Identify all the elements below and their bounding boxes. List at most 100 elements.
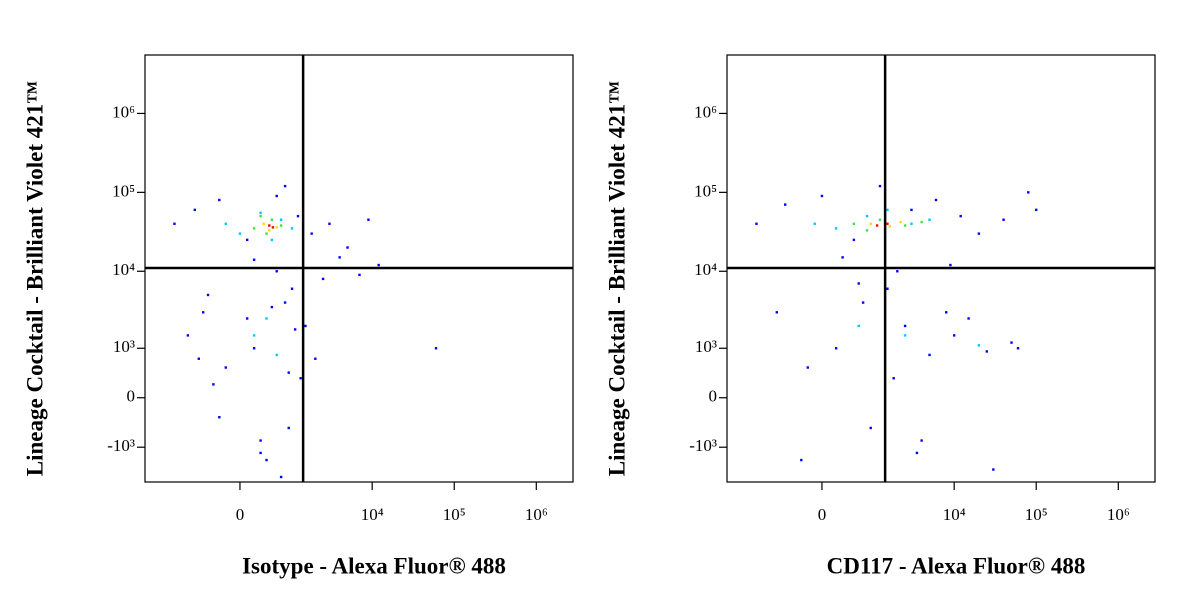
event-dot bbox=[259, 451, 262, 455]
event-dot bbox=[920, 220, 923, 224]
y-axis-title: Lineage Cocktail - Brilliant Violet 421™ bbox=[604, 81, 629, 476]
x-tick-label: 10⁶ bbox=[1107, 505, 1130, 524]
event-dot bbox=[287, 426, 290, 430]
event-dot bbox=[252, 334, 256, 337]
y-tick-label: 10⁵ bbox=[112, 181, 135, 200]
x-axis-title: Isotype - Alexa Fluor® 488 bbox=[242, 553, 506, 578]
x-axis-title: CD117 - Alexa Fluor® 488 bbox=[827, 553, 1086, 578]
event-dot bbox=[173, 222, 176, 225]
event-dot bbox=[279, 224, 283, 227]
event-dot bbox=[245, 317, 249, 320]
event-dot bbox=[259, 439, 262, 442]
event-dot bbox=[279, 475, 283, 479]
event-dot bbox=[903, 324, 907, 328]
event-dot bbox=[224, 366, 227, 369]
event-dot bbox=[328, 222, 331, 225]
event-dot bbox=[886, 287, 889, 290]
event-dot bbox=[290, 287, 294, 290]
event-dot bbox=[755, 222, 758, 225]
event-dot bbox=[920, 439, 923, 442]
event-dot bbox=[910, 222, 913, 225]
event-dot bbox=[252, 347, 256, 350]
y-tick-label: 10³ bbox=[113, 337, 135, 356]
y-tick-label: 10⁴ bbox=[694, 260, 717, 279]
event-dot bbox=[841, 256, 844, 259]
event-dot bbox=[271, 226, 275, 229]
x-tick-label: 0 bbox=[818, 505, 827, 524]
event-dot bbox=[268, 224, 271, 227]
event-dot bbox=[358, 273, 361, 277]
event-dot bbox=[265, 232, 268, 235]
x-tick-label: 10⁵ bbox=[443, 505, 466, 524]
event-dot bbox=[201, 311, 205, 314]
event-dot bbox=[945, 311, 948, 314]
event-dot bbox=[293, 328, 297, 331]
event-dot bbox=[834, 347, 838, 350]
x-tick-label: 10⁴ bbox=[361, 505, 384, 524]
event-dot bbox=[224, 222, 227, 225]
event-dot bbox=[899, 220, 902, 224]
event-dot bbox=[869, 222, 872, 225]
event-dot bbox=[892, 377, 895, 380]
event-dot bbox=[886, 222, 889, 225]
event-dot bbox=[977, 232, 981, 235]
event-dot bbox=[186, 334, 190, 337]
event-dot bbox=[852, 222, 856, 225]
event-dot bbox=[218, 416, 221, 419]
event-dot bbox=[949, 263, 952, 267]
event-dot bbox=[852, 238, 856, 242]
event-dot bbox=[985, 350, 989, 353]
event-dot bbox=[197, 357, 201, 360]
event-dot bbox=[206, 293, 210, 297]
event-dot bbox=[275, 194, 278, 198]
y-tick-label: 0 bbox=[709, 387, 718, 406]
event-dot bbox=[775, 311, 779, 314]
event-dot bbox=[304, 324, 307, 328]
event-dot bbox=[1010, 341, 1013, 344]
event-dot bbox=[915, 451, 919, 455]
event-dot bbox=[977, 344, 981, 347]
event-dot bbox=[275, 270, 278, 273]
y-tick-label: 0 bbox=[127, 387, 136, 406]
event-dot bbox=[367, 218, 370, 221]
event-dot bbox=[245, 238, 249, 242]
event-dot bbox=[270, 238, 274, 242]
event-dot bbox=[783, 203, 787, 206]
event-dot bbox=[296, 214, 300, 218]
event-dot bbox=[857, 282, 860, 285]
event-dot bbox=[270, 305, 274, 309]
event-dot bbox=[896, 270, 899, 273]
event-dot bbox=[861, 301, 865, 304]
event-dot bbox=[800, 458, 803, 462]
event-dot bbox=[338, 256, 341, 259]
event-dot bbox=[283, 184, 287, 188]
x-tick-label: 0 bbox=[236, 505, 245, 524]
event-dot bbox=[270, 218, 274, 221]
event-dot bbox=[886, 208, 889, 212]
event-dot bbox=[1002, 218, 1005, 221]
event-dot bbox=[252, 227, 256, 230]
event-dot bbox=[252, 258, 256, 261]
event-dot bbox=[813, 222, 816, 225]
event-dot bbox=[878, 184, 882, 188]
event-dot bbox=[934, 198, 938, 202]
x-tick-label: 10⁶ bbox=[525, 505, 548, 524]
y-tick-label: 10⁶ bbox=[112, 102, 135, 121]
event-dot bbox=[193, 208, 197, 212]
x-tick-label: 10⁵ bbox=[1025, 505, 1048, 524]
y-tick-label: 10⁵ bbox=[694, 181, 717, 200]
event-dot bbox=[1035, 208, 1038, 212]
event-dot bbox=[992, 468, 995, 471]
event-dot bbox=[959, 214, 962, 218]
event-dot bbox=[314, 357, 317, 360]
event-dot bbox=[434, 347, 438, 350]
x-tick-label: 10⁴ bbox=[943, 505, 966, 524]
event-dot bbox=[268, 229, 271, 232]
event-dot bbox=[238, 232, 242, 235]
event-dot bbox=[967, 317, 970, 320]
y-tick-label: -10³ bbox=[107, 436, 135, 455]
event-dot bbox=[820, 194, 824, 198]
event-dot bbox=[287, 371, 290, 374]
event-dot bbox=[265, 317, 268, 320]
